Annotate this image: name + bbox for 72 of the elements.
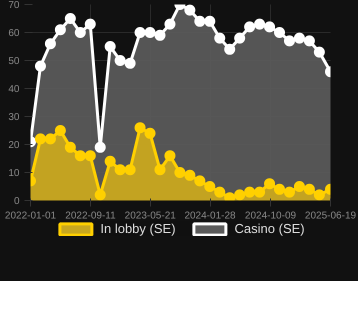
point [214, 186, 226, 198]
point [114, 164, 126, 176]
y-tick-label: 30 [8, 112, 20, 123]
point [244, 21, 256, 32]
point [164, 150, 176, 162]
point [134, 122, 146, 134]
x-tick-label: 2022-09-11 [65, 210, 116, 222]
point [44, 38, 56, 50]
point [204, 181, 216, 192]
x-tick-label: 2024-01-28 [184, 210, 236, 222]
x-tick-label: 2025-06-19 [304, 210, 357, 222]
point [44, 133, 56, 144]
point [294, 181, 305, 192]
point [254, 18, 266, 30]
point [234, 189, 246, 200]
point [114, 55, 126, 66]
point [244, 186, 256, 198]
point [184, 170, 196, 181]
point [64, 13, 76, 24]
point [254, 186, 266, 198]
point [64, 142, 76, 153]
point [54, 125, 66, 136]
point [274, 27, 286, 38]
x-tick-label: 2024-10-09 [244, 210, 297, 222]
point [34, 133, 46, 144]
point [154, 30, 166, 41]
legend-label: Casino (SE) [234, 221, 305, 236]
point [54, 24, 66, 36]
y-tick-label: 0 [14, 196, 20, 207]
point [34, 60, 46, 72]
point [284, 35, 295, 46]
point [264, 21, 276, 32]
point [224, 44, 236, 55]
y-tick-label: 10 [8, 168, 20, 179]
y-tick-label: 50 [8, 56, 20, 67]
point [74, 150, 86, 162]
y-tick-label: 70 [8, 0, 20, 11]
point [264, 178, 276, 190]
point [294, 32, 305, 44]
point [84, 150, 96, 162]
point [204, 16, 216, 27]
point [314, 46, 325, 58]
point [164, 18, 176, 30]
point [304, 184, 315, 195]
point [144, 27, 156, 38]
x-tick-label: 2023-05-21 [124, 210, 176, 222]
point [124, 58, 136, 69]
point [194, 175, 206, 186]
point [144, 128, 156, 139]
point [304, 35, 315, 46]
point [84, 18, 96, 30]
point [214, 32, 226, 44]
point [104, 156, 116, 167]
y-tick-label: 40 [8, 84, 20, 95]
point [314, 189, 325, 200]
y-tick-label: 20 [8, 140, 20, 151]
legend-label: In lobby (SE) [100, 221, 176, 236]
x-tick-label: 2022-01-01 [4, 210, 57, 222]
point [124, 164, 136, 176]
point [74, 27, 86, 38]
y-tick-label: 60 [8, 28, 20, 39]
point [94, 142, 106, 153]
point [134, 27, 146, 38]
point [234, 32, 246, 44]
point [94, 189, 106, 200]
point [274, 184, 286, 195]
point [154, 164, 166, 176]
point [174, 167, 186, 178]
point [184, 4, 196, 16]
point [104, 41, 116, 52]
point [284, 186, 295, 198]
point [194, 16, 206, 27]
